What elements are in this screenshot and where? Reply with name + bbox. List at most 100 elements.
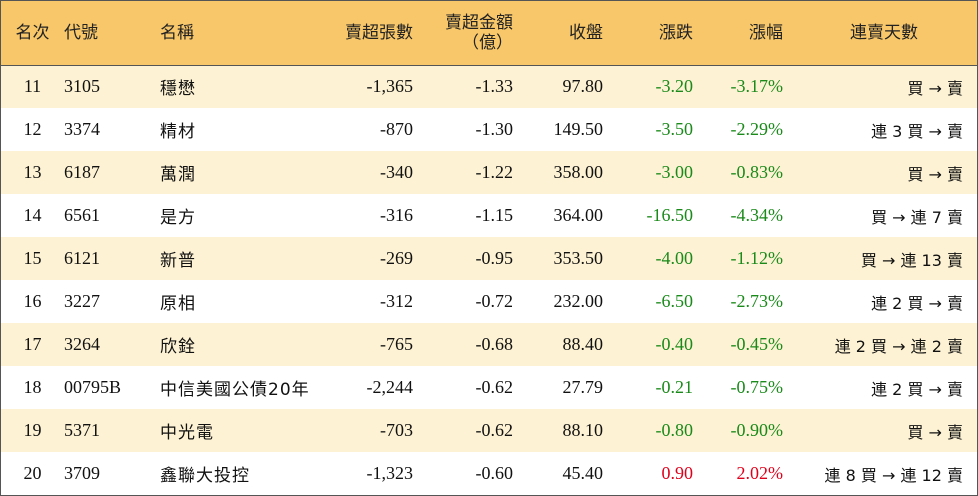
code-cell: 3227 <box>64 291 100 311</box>
code-cell: 3709 <box>64 463 100 483</box>
change-cell: -16.50 <box>646 205 694 225</box>
close-cell: 358.00 <box>553 162 604 182</box>
net-sell-amount-cell: -1.33 <box>475 76 514 97</box>
pct-change-cell: -0.45% <box>730 334 784 354</box>
name-cell: 是方 <box>160 208 196 228</box>
table-row: 19 5371 中光電 -703 -0.62 88.10 -0.80 -0.90% 買 → 賣 <box>1 409 977 452</box>
table-row: 11 3105 穩懋 -1,365 -1.33 97.80 -3.20 -3.17% 買 → 賣 <box>1 65 977 108</box>
rank-cell: 20 <box>23 463 42 483</box>
streak-cell: 買 → 賣 <box>907 422 963 442</box>
streak-cell: 連 8 買 → 連 12 賣 <box>824 465 963 485</box>
streak-cell: 買 → 連 13 賣 <box>860 250 963 270</box>
close-cell: 353.50 <box>553 248 604 268</box>
net-sell-lots-cell: -2,244 <box>366 377 414 397</box>
name-cell: 萬潤 <box>160 165 196 185</box>
net-sell-lots-cell: -1,365 <box>366 76 414 97</box>
pct-change-cell: 2.02% <box>736 463 784 483</box>
streak-cell: 連 2 買 → 賣 <box>871 379 963 399</box>
change-cell: -3.00 <box>655 162 694 182</box>
close-cell: 232.00 <box>553 291 604 311</box>
change-cell: -0.80 <box>655 420 694 440</box>
name-cell: 中光電 <box>160 423 214 443</box>
code-cell: 00795B <box>64 377 122 397</box>
pct-change-cell: -4.34% <box>730 205 784 225</box>
name-cell: 新普 <box>160 251 196 271</box>
change-cell: -0.21 <box>655 377 694 397</box>
name-cell: 中信美國公債20年 <box>160 380 310 400</box>
code-cell: 6561 <box>64 205 100 225</box>
close-cell: 88.40 <box>562 334 604 354</box>
net-sell-amount-cell: -0.68 <box>475 334 514 354</box>
close-cell: 45.40 <box>562 463 604 483</box>
close-cell: 149.50 <box>553 119 604 139</box>
net-sell-amount-cell: -1.15 <box>475 205 514 225</box>
header-net-sell-amount-line2: （億） <box>462 32 513 53</box>
net-sell-lots-cell: -269 <box>380 248 413 268</box>
pct-change-cell: -2.29% <box>730 119 784 139</box>
net-sell-amount-cell: -1.30 <box>475 119 514 139</box>
close-cell: 364.00 <box>553 205 604 225</box>
table-row: 12 3374 精材 -870 -1.30 149.50 -3.50 -2.29% 連 3 買 … <box>1 108 977 151</box>
table-row: 14 6561 是方 -316 -1.15 364.00 -16.50 -4.34% 買 → 連… <box>1 194 977 237</box>
net-sell-lots-cell: -1,323 <box>366 463 414 483</box>
table-row: 18 00795B 中信美國公債20年 -2,244 -0.62 27.79 -0.21 -0… <box>1 366 977 409</box>
header-streak: 連賣天數 <box>791 1 977 66</box>
name-cell: 鑫聯大投控 <box>160 466 250 486</box>
rank-cell: 16 <box>23 291 42 311</box>
change-cell: -3.50 <box>655 119 694 139</box>
streak-cell: 買 → 賣 <box>907 164 963 184</box>
streak-cell: 買 → 賣 <box>907 78 963 98</box>
rank-cell: 17 <box>23 334 42 354</box>
name-cell: 精材 <box>160 122 196 142</box>
header-change: 漲跌 <box>611 1 701 66</box>
rank-cell: 14 <box>23 205 42 225</box>
rank-cell: 12 <box>23 119 42 139</box>
pct-change-cell: -0.83% <box>730 162 784 182</box>
change-cell: -0.40 <box>655 334 694 354</box>
rank-cell: 18 <box>23 377 42 397</box>
table-row: 15 6121 新普 -269 -0.95 353.50 -4.00 -1.12% 買 → 連 … <box>1 237 977 280</box>
table-body: 11 3105 穩懋 -1,365 -1.33 97.80 -3.20 -3.17% 買 → 賣… <box>1 65 977 495</box>
close-cell: 97.80 <box>562 76 604 97</box>
net-sell-lots-cell: -870 <box>380 119 413 139</box>
net-sell-lots-cell: -340 <box>380 162 413 182</box>
streak-cell: 連 2 買 → 連 2 賣 <box>834 336 963 356</box>
close-cell: 88.10 <box>562 420 604 440</box>
header-net-sell-amount-line1: 賣超金額 <box>445 12 513 33</box>
header-close: 收盤 <box>521 1 611 66</box>
code-cell: 6187 <box>64 162 100 182</box>
rank-cell: 11 <box>23 76 42 97</box>
name-cell: 欣銓 <box>160 337 196 357</box>
net-sell-amount-cell: -0.95 <box>475 248 514 268</box>
name-cell: 穩懋 <box>160 79 196 100</box>
header-net-sell-lots: 賣超張數 <box>322 1 421 66</box>
pct-change-cell: -1.12% <box>730 248 784 268</box>
streak-cell: 連 2 買 → 賣 <box>871 293 963 313</box>
pct-change-cell: -0.90% <box>730 420 784 440</box>
table-row: 16 3227 原相 -312 -0.72 232.00 -6.50 -2.73% 連 2 買 … <box>1 280 977 323</box>
pct-change-cell: -3.17% <box>730 76 784 97</box>
net-sell-amount-cell: -1.22 <box>475 162 514 182</box>
net-sell-lots-cell: -765 <box>380 334 413 354</box>
table-row: 20 3709 鑫聯大投控 -1,323 -0.60 45.40 0.90 2.02% 連 8 … <box>1 452 977 495</box>
pct-change-cell: -0.75% <box>730 377 784 397</box>
table-row: 13 6187 萬潤 -340 -1.22 358.00 -3.00 -0.83% 買 → 賣 <box>1 151 977 194</box>
table-row: 17 3264 欣銓 -765 -0.68 88.40 -0.40 -0.45% 連 2 買 →… <box>1 323 977 366</box>
streak-cell: 連 3 買 → 賣 <box>871 121 963 141</box>
rank-cell: 15 <box>23 248 42 268</box>
code-cell: 3374 <box>64 119 100 139</box>
name-cell: 原相 <box>160 294 196 314</box>
net-sell-amount-cell: -0.62 <box>475 377 514 397</box>
change-cell: -4.00 <box>655 248 694 268</box>
rank-cell: 13 <box>23 162 42 182</box>
change-cell: 0.90 <box>661 463 694 483</box>
net-sell-lots-cell: -703 <box>380 420 413 440</box>
net-sell-amount-cell: -0.62 <box>475 420 514 440</box>
net-sell-amount-cell: -0.60 <box>475 463 514 483</box>
header-name: 名稱 <box>144 1 322 66</box>
header-code: 代號 <box>64 1 144 66</box>
change-cell: -6.50 <box>655 291 694 311</box>
change-cell: -3.20 <box>655 76 694 97</box>
